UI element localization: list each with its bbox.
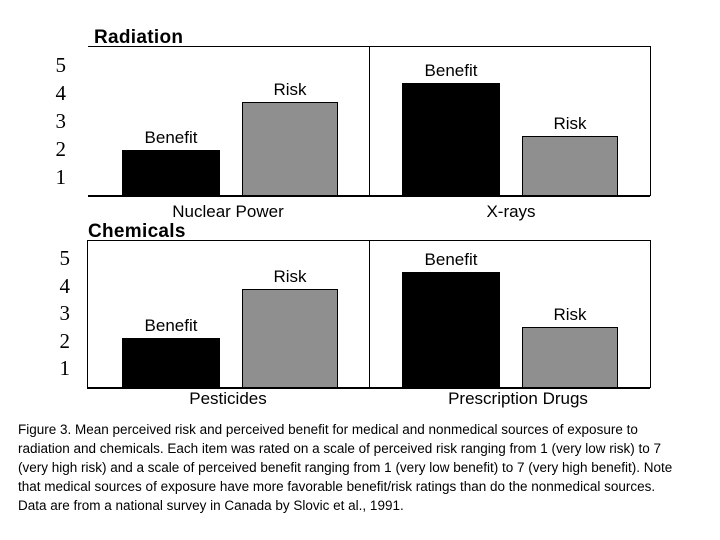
risk-bar bbox=[522, 136, 618, 196]
category-label: Prescription Drugs bbox=[448, 389, 588, 408]
x-axis-line bbox=[88, 195, 650, 197]
plot-right-border bbox=[650, 240, 651, 388]
y-axis-tick-label: 1 bbox=[59, 356, 71, 380]
benefit-bar bbox=[402, 272, 500, 388]
plot-right-border bbox=[650, 46, 651, 196]
caption-line: Data are from a national survey in Canad… bbox=[18, 498, 404, 513]
bar-label: Risk bbox=[273, 267, 307, 286]
panel-divider-line bbox=[369, 240, 370, 388]
x-axis-line bbox=[87, 387, 650, 389]
benefit-bar bbox=[122, 338, 220, 388]
bar-label: Benefit bbox=[144, 316, 198, 335]
chart-title-chemicals: Chemicals bbox=[88, 221, 186, 242]
bar-label: Risk bbox=[553, 305, 587, 324]
y-axis-tick-label: 2 bbox=[59, 329, 71, 353]
y-axis-tick-label: 4 bbox=[55, 81, 67, 105]
bar-label: Risk bbox=[553, 114, 587, 133]
plot-top-border bbox=[87, 240, 650, 241]
y-axis-tick-label: 2 bbox=[55, 137, 67, 161]
chart-title-radiation: Radiation bbox=[94, 27, 184, 48]
category-label: Nuclear Power bbox=[172, 202, 284, 221]
y-axis-tick-label: 5 bbox=[59, 246, 71, 270]
category-label: X-rays bbox=[486, 202, 536, 221]
caption-line: Figure 3. Mean perceived risk and percei… bbox=[18, 422, 638, 437]
caption-line: that medical sources of exposure have mo… bbox=[18, 479, 656, 494]
y-axis-tick-label: 5 bbox=[55, 53, 67, 77]
risk-bar bbox=[242, 289, 338, 388]
y-axis-tick-label: 3 bbox=[59, 301, 71, 325]
caption-line: radiation and chemicals. Each item was r… bbox=[18, 441, 662, 456]
y-axis-tick-label: 1 bbox=[55, 165, 67, 189]
bar-label: Benefit bbox=[424, 61, 478, 80]
bar-label: Benefit bbox=[424, 250, 478, 269]
benefit-bar bbox=[122, 150, 220, 196]
risk-bar bbox=[522, 327, 618, 388]
benefit-bar bbox=[402, 83, 500, 196]
panel-divider-line bbox=[369, 46, 370, 196]
risk-bar bbox=[242, 102, 338, 196]
caption-line: (very high risk) and a scale of perceive… bbox=[18, 460, 673, 475]
bar-label: Risk bbox=[273, 80, 307, 99]
plot-left-border bbox=[87, 240, 88, 388]
y-axis-tick-label: 3 bbox=[55, 109, 67, 133]
figure-caption: Figure 3. Mean perceived risk and percei… bbox=[18, 420, 718, 515]
y-axis-tick-label: 4 bbox=[59, 274, 71, 298]
category-label: Pesticides bbox=[189, 389, 267, 408]
bar-label: Benefit bbox=[144, 128, 198, 147]
